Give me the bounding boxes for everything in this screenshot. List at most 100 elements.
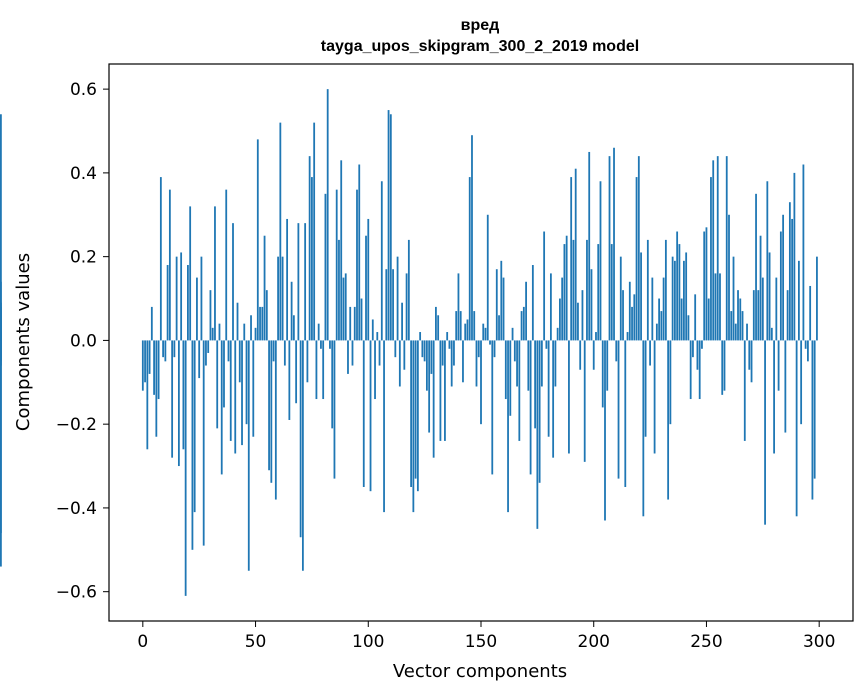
bar-29 xyxy=(207,340,210,353)
y-tick-label-1: −0.4 xyxy=(56,499,97,519)
bar-31 xyxy=(211,327,214,341)
bar-123 xyxy=(419,332,422,341)
bar-256 xyxy=(719,273,721,341)
bar-193 xyxy=(577,302,579,341)
bar-203 xyxy=(599,181,602,341)
x-axis-ticks: 0 50 100 150 200 250 300 xyxy=(137,621,835,652)
bar-196 xyxy=(583,340,586,462)
bar-147 xyxy=(473,311,476,341)
bar-226 xyxy=(651,277,654,341)
bar-92 xyxy=(349,306,352,341)
bar-259 xyxy=(725,156,728,341)
bar-290 xyxy=(795,340,798,517)
bar-275 xyxy=(761,277,764,341)
bar-99 xyxy=(365,235,367,341)
bar-66 xyxy=(290,281,293,341)
bar-43 xyxy=(238,340,241,383)
bar-108 xyxy=(385,269,388,341)
bar-161 xyxy=(504,340,507,400)
bar-85 xyxy=(333,340,336,479)
bar-102 xyxy=(371,319,374,341)
bar-27 xyxy=(202,340,205,546)
bar-164 xyxy=(511,327,514,341)
bar-282 xyxy=(777,340,780,391)
bar-280 xyxy=(773,340,775,454)
bar-45 xyxy=(243,323,246,341)
bar-95 xyxy=(356,189,358,341)
bar-260 xyxy=(728,214,730,341)
bar-69 xyxy=(297,223,300,341)
bar-231 xyxy=(662,277,665,341)
bar-250 xyxy=(705,227,708,341)
bar-1 xyxy=(144,340,146,383)
bar-298 xyxy=(813,340,816,479)
y-tick-label-2: −0.2 xyxy=(56,415,97,435)
bar-63 xyxy=(283,340,286,366)
bar-55 xyxy=(265,290,268,341)
bar-44 xyxy=(241,340,243,446)
bar-138 xyxy=(453,340,455,366)
bar-232 xyxy=(664,239,667,341)
bar-155 xyxy=(491,340,494,475)
bar-292 xyxy=(800,340,803,425)
bar-296 xyxy=(809,285,812,341)
bar-277 xyxy=(766,181,769,341)
bar-90 xyxy=(344,273,347,341)
bar-287 xyxy=(788,202,791,341)
bar-10 xyxy=(164,340,167,362)
bar-103 xyxy=(374,340,376,400)
bar-83 xyxy=(329,340,331,349)
bar-227 xyxy=(653,340,656,454)
bar-58 xyxy=(272,340,275,362)
bar-200 xyxy=(592,340,595,370)
bar-74 xyxy=(308,156,311,341)
bar-129 xyxy=(432,340,435,458)
bar-142 xyxy=(462,340,464,383)
bar-97 xyxy=(360,298,363,341)
bar-14 xyxy=(173,340,176,358)
bar-46 xyxy=(245,340,248,425)
bar-201 xyxy=(595,332,597,341)
bar-186 xyxy=(561,277,564,341)
bar-289 xyxy=(793,172,796,341)
bar-244 xyxy=(692,340,694,358)
bar-56 xyxy=(268,340,270,471)
bar-271 xyxy=(752,290,755,341)
bar-228 xyxy=(655,323,658,341)
bar-281 xyxy=(775,277,778,341)
bar-84 xyxy=(331,340,334,429)
bar-13 xyxy=(171,340,174,458)
bar-229 xyxy=(658,298,661,341)
bar-249 xyxy=(703,231,706,341)
bar-119 xyxy=(410,340,413,487)
bar-198 xyxy=(588,151,591,341)
bar-253 xyxy=(712,160,715,341)
bar-178 xyxy=(543,231,546,341)
bar-8 xyxy=(159,177,162,341)
bar-158 xyxy=(498,315,500,341)
chart-subtitle: tayga_upos_skipgram_300_2_2019 model xyxy=(321,38,639,55)
y-tick-label-4: 0.2 xyxy=(70,248,97,268)
bar-230 xyxy=(660,311,663,341)
bar-94 xyxy=(353,306,356,341)
bar-81 xyxy=(324,193,327,341)
bar-270 xyxy=(750,340,753,383)
bar-101 xyxy=(369,340,372,492)
bar-148 xyxy=(475,340,478,387)
bar-171 xyxy=(527,340,530,391)
bar-86 xyxy=(335,189,338,341)
bar-145 xyxy=(468,177,471,341)
bar-93 xyxy=(351,340,354,366)
bar-176 xyxy=(538,340,541,483)
bar-2 xyxy=(146,340,149,450)
bar-36 xyxy=(223,340,225,408)
bar-251 xyxy=(707,298,710,341)
bar-18 xyxy=(182,340,185,450)
bar-141 xyxy=(459,311,462,341)
bar-174 xyxy=(534,340,537,429)
bar-184 xyxy=(556,327,559,341)
bar-38 xyxy=(227,340,230,362)
bar-183 xyxy=(554,340,557,387)
bar-159 xyxy=(500,260,503,341)
bar-144 xyxy=(466,319,469,341)
